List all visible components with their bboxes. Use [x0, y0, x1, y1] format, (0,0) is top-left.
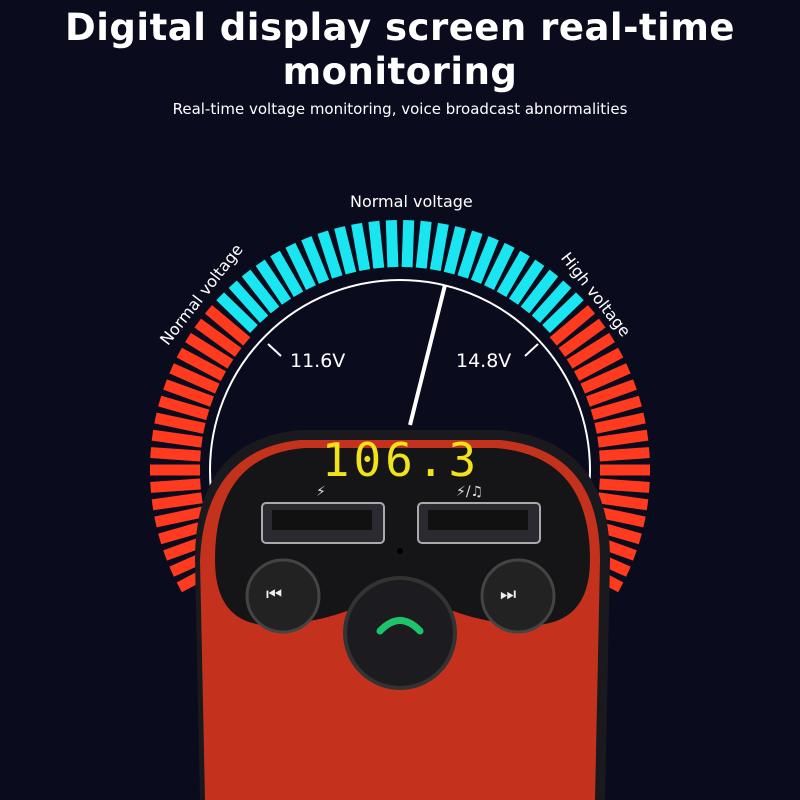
gauge-bar-normal: [351, 222, 371, 272]
gauge-bar-normal: [216, 292, 258, 333]
gauge-bar-normal: [429, 222, 449, 272]
subtitle: Real-time voltage monitoring, voice broa…: [172, 100, 628, 118]
gauge-bar-normal: [508, 259, 545, 305]
gauge-bar-abnormal: [151, 492, 203, 511]
gauge-bar-abnormal: [176, 347, 226, 381]
gauge-bar-normal: [241, 269, 280, 314]
gauge-bar-abnormal: [154, 412, 206, 434]
gauge-bar-abnormal: [597, 492, 649, 511]
gauge-bar-normal: [334, 226, 357, 275]
gauge-bar-normal: [285, 242, 316, 290]
gauge-bar-abnormal: [194, 318, 242, 357]
phone-call-icon: [376, 617, 424, 635]
gauge-bar-normal: [401, 219, 415, 268]
high-threshold-label: 14.8V: [456, 350, 512, 372]
gauge-bar-abnormal: [599, 447, 650, 462]
gauge-bar-abnormal: [150, 447, 201, 462]
gauge-bar-abnormal: [154, 506, 206, 528]
gauge-bar-normal: [415, 220, 432, 269]
gauge-bar-normal: [484, 242, 515, 290]
gauge-bar-normal: [317, 230, 343, 279]
gauge-bar-abnormal: [150, 478, 201, 493]
gauge-bar-normal: [301, 236, 330, 284]
gauge-bar-normal: [368, 220, 385, 269]
low-threshold-label: 11.6V: [290, 350, 346, 372]
gauge-bar-normal: [520, 269, 559, 314]
label-normal-voltage-top: Normal voltage: [350, 192, 473, 211]
next-track-icon: ⏭: [500, 584, 517, 605]
gauge-bar-abnormal: [599, 478, 650, 493]
gauge-bar-normal: [443, 226, 466, 275]
gauge-bar-normal: [255, 259, 292, 305]
gauge-bar-abnormal: [594, 412, 646, 434]
gauge-needle: [408, 284, 447, 426]
gauge-ticks: [150, 219, 650, 593]
next-button[interactable]: [480, 558, 556, 634]
gauge-bar-abnormal: [204, 305, 251, 346]
gauge-bar-abnormal: [151, 429, 203, 448]
gauge-bar-abnormal: [590, 395, 642, 421]
gauge-bar-abnormal: [558, 318, 606, 357]
previous-button[interactable]: [245, 558, 321, 634]
previous-track-icon: ⏮: [266, 584, 283, 605]
car-charger: [195, 430, 610, 800]
gauge-bar-normal: [457, 230, 483, 279]
lightning-icon: ⚡: [316, 484, 326, 500]
gauge-bar-abnormal: [566, 332, 615, 369]
gauge-bar-abnormal: [580, 363, 631, 394]
gauge-bar-abnormal: [158, 395, 210, 421]
call-button[interactable]: [343, 576, 457, 690]
gauge-bar-abnormal: [549, 305, 596, 346]
low-threshold-tick: [267, 343, 282, 357]
fm-frequency-display: 106.3: [321, 433, 481, 487]
gauge-bar-abnormal: [586, 379, 637, 407]
lightning-music-icon: ⚡/♫: [456, 484, 484, 500]
gauge-bar-abnormal: [163, 379, 214, 407]
headline-line-1: Digital display screen real-time: [65, 6, 735, 49]
gauge-bar-normal: [385, 219, 399, 268]
high-threshold-tick: [524, 343, 539, 357]
gauge-bar-abnormal: [185, 332, 234, 369]
gauge-bar-normal: [470, 236, 499, 284]
microphone-hole: [397, 548, 403, 554]
gauge-bar-abnormal: [574, 347, 624, 381]
gauge-bar-normal: [542, 292, 584, 333]
gauge-bar-normal: [496, 250, 530, 297]
gauge-bar-normal: [228, 280, 269, 323]
gauge-bar-normal: [270, 250, 304, 297]
gauge-bar-normal: [531, 280, 572, 323]
headline-line-2: monitoring: [282, 50, 518, 93]
gauge-bar-abnormal: [169, 363, 220, 394]
gauge-bar-abnormal: [597, 429, 649, 448]
